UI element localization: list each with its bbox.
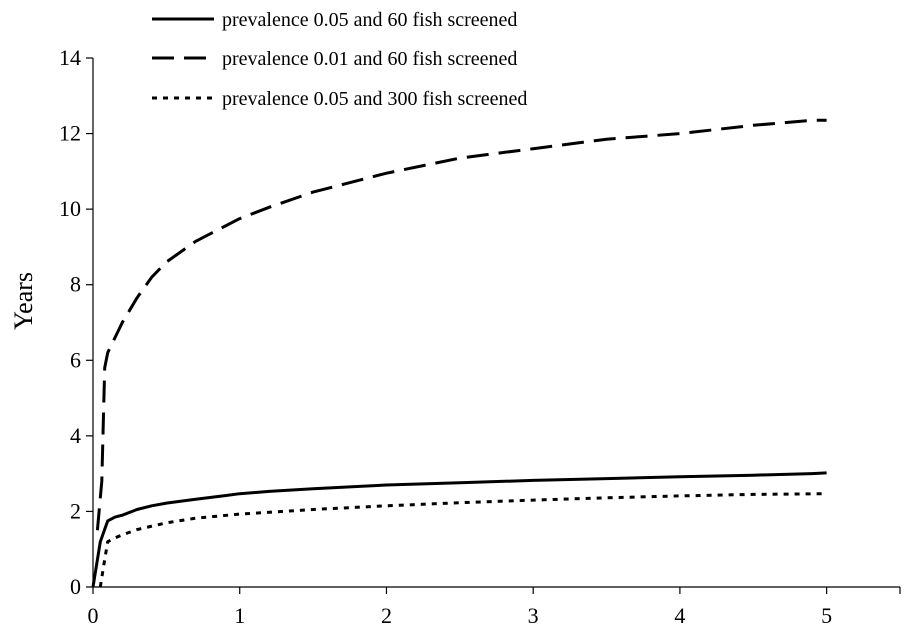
x-tick-label: 0 xyxy=(88,603,99,628)
y-tick-label: 8 xyxy=(70,272,81,297)
y-tick-label: 10 xyxy=(59,196,81,221)
y-axis-label: Years xyxy=(9,272,38,330)
series-layer xyxy=(91,118,827,588)
y-tick-label: 6 xyxy=(70,347,81,372)
legend: prevalence 0.05 and 60 fish screened prev… xyxy=(152,9,527,110)
y-tick-label: 12 xyxy=(59,121,81,146)
series-line-3 xyxy=(98,492,827,588)
y-tick-label: 4 xyxy=(70,423,81,448)
legend-label-2: prevalence 0.01 and 60 fish screened xyxy=(222,48,517,70)
legend-label-3: prevalence 0.05 and 300 fish screened xyxy=(222,88,527,110)
series-line-2 xyxy=(95,118,827,531)
y-tick-label: 14 xyxy=(59,45,81,70)
x-tick-label: 1 xyxy=(234,603,245,628)
x-tick-label: 5 xyxy=(821,603,832,628)
legend-label-1: prevalence 0.05 and 60 fish screened xyxy=(222,9,517,31)
series-line-1 xyxy=(91,471,827,588)
x-tick-label: 3 xyxy=(528,603,539,628)
y-tick-label: 0 xyxy=(70,574,81,599)
y-tick-label: 2 xyxy=(70,498,81,523)
x-tick-label: 2 xyxy=(381,603,392,628)
x-tick-label: 4 xyxy=(674,603,685,628)
